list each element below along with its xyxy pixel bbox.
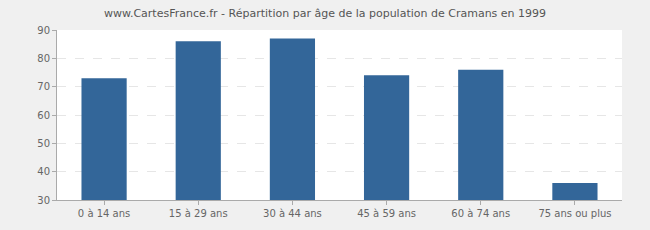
svg-text:15 à 29 ans: 15 à 29 ans [169, 208, 228, 219]
svg-text:60 à 74 ans: 60 à 74 ans [451, 208, 510, 219]
svg-text:80: 80 [37, 53, 50, 64]
svg-text:30 à 44 ans: 30 à 44 ans [263, 208, 322, 219]
svg-text:www.CartesFrance.fr - Répartit: www.CartesFrance.fr - Répartition par âg… [104, 7, 546, 20]
svg-text:0 à 14 ans: 0 à 14 ans [78, 208, 130, 219]
svg-text:40: 40 [37, 166, 50, 177]
svg-text:60: 60 [37, 110, 50, 121]
svg-text:30: 30 [37, 195, 50, 206]
svg-text:90: 90 [37, 25, 50, 36]
svg-text:75 ans ou plus: 75 ans ou plus [538, 208, 611, 219]
svg-text:45 à 59 ans: 45 à 59 ans [357, 208, 416, 219]
svg-text:50: 50 [37, 138, 50, 149]
svg-text:70: 70 [37, 81, 50, 92]
